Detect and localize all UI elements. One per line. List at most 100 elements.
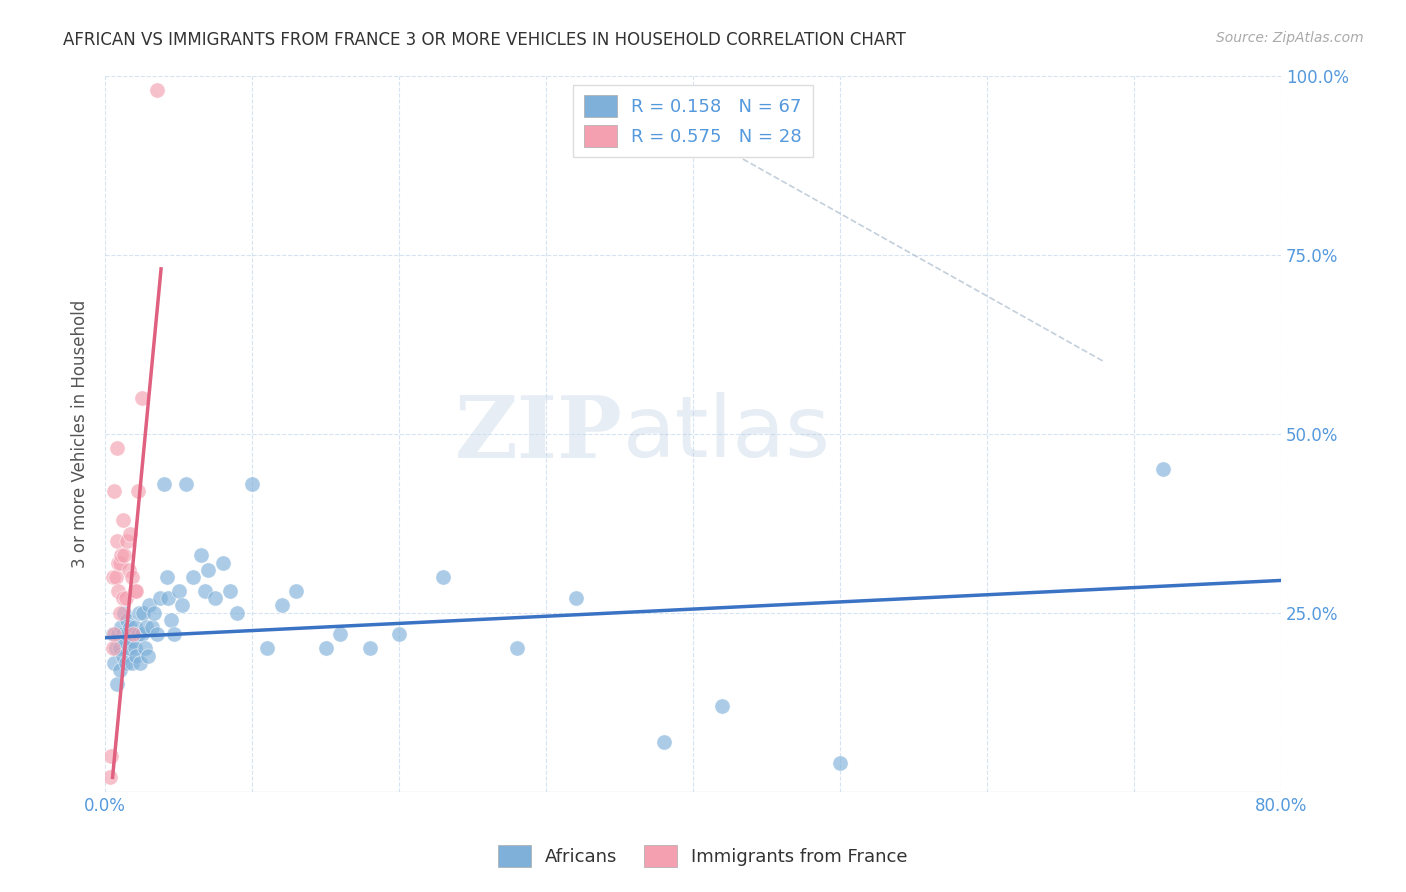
Point: [149, 591, 172, 606]
Y-axis label: 3 or more Vehicles in Household: 3 or more Vehicles in Household: [72, 300, 89, 567]
Point: [174, 476, 197, 491]
Point: [211, 556, 233, 570]
Point: [194, 584, 217, 599]
Point: [120, 527, 142, 541]
Point: [125, 648, 148, 663]
Point: [111, 512, 134, 526]
Point: [108, 606, 131, 620]
Point: [197, 563, 219, 577]
Point: [131, 627, 153, 641]
Point: [167, 584, 190, 599]
Point: [711, 698, 734, 713]
Point: [506, 641, 529, 656]
Point: [111, 591, 134, 606]
Point: [564, 591, 586, 606]
Point: [101, 641, 124, 656]
Point: [127, 627, 149, 641]
Point: [204, 591, 226, 606]
Point: [219, 584, 242, 599]
Point: [118, 641, 141, 656]
Point: [160, 613, 183, 627]
Point: [190, 549, 212, 563]
Point: [270, 599, 292, 613]
Point: [110, 620, 132, 634]
Point: [226, 606, 249, 620]
Point: [138, 599, 160, 613]
Point: [107, 584, 129, 599]
Point: [125, 584, 148, 599]
Point: [105, 534, 128, 549]
Point: [131, 391, 153, 405]
Point: [101, 570, 124, 584]
Point: [112, 606, 135, 620]
Point: [104, 641, 127, 656]
Point: [432, 570, 454, 584]
Point: [652, 734, 675, 748]
Point: [112, 634, 135, 648]
Point: [100, 748, 122, 763]
Point: [157, 591, 180, 606]
Legend: Africans, Immigrants from France: Africans, Immigrants from France: [491, 838, 915, 874]
Point: [128, 606, 150, 620]
Point: [121, 570, 143, 584]
Point: [315, 641, 337, 656]
Point: [103, 627, 125, 641]
Point: [122, 627, 145, 641]
Point: [105, 677, 128, 691]
Point: [135, 620, 157, 634]
Point: [145, 627, 167, 641]
Point: [117, 534, 139, 549]
Point: [388, 627, 411, 641]
Text: Source: ZipAtlas.com: Source: ZipAtlas.com: [1216, 31, 1364, 45]
Point: [183, 570, 205, 584]
Point: [111, 627, 134, 641]
Point: [98, 770, 121, 784]
Point: [121, 656, 143, 670]
Point: [134, 641, 156, 656]
Point: [136, 648, 159, 663]
Point: [124, 584, 146, 599]
Point: [118, 563, 141, 577]
Point: [142, 606, 165, 620]
Point: [101, 627, 124, 641]
Point: [120, 620, 142, 634]
Point: [103, 656, 125, 670]
Point: [141, 620, 163, 634]
Point: [103, 483, 125, 498]
Point: [170, 599, 193, 613]
Point: [108, 663, 131, 677]
Point: [127, 483, 149, 498]
Point: [1152, 462, 1174, 476]
Point: [124, 641, 146, 656]
Point: [117, 613, 139, 627]
Point: [145, 83, 167, 97]
Point: [285, 584, 308, 599]
Point: [129, 656, 152, 670]
Point: [240, 476, 263, 491]
Point: [112, 549, 135, 563]
Point: [122, 634, 145, 648]
Point: [132, 606, 155, 620]
Point: [108, 641, 131, 656]
Point: [110, 549, 132, 563]
Point: [153, 476, 176, 491]
Point: [156, 570, 179, 584]
Point: [104, 570, 127, 584]
Point: [121, 627, 143, 641]
Text: atlas: atlas: [623, 392, 831, 475]
Point: [114, 656, 136, 670]
Point: [108, 556, 131, 570]
Text: AFRICAN VS IMMIGRANTS FROM FRANCE 3 OR MORE VEHICLES IN HOUSEHOLD CORRELATION CH: AFRICAN VS IMMIGRANTS FROM FRANCE 3 OR M…: [63, 31, 905, 49]
Point: [117, 627, 139, 641]
Point: [124, 620, 146, 634]
Point: [111, 648, 134, 663]
Point: [105, 441, 128, 455]
Legend: R = 0.158   N = 67, R = 0.575   N = 28: R = 0.158 N = 67, R = 0.575 N = 28: [574, 85, 813, 158]
Point: [114, 591, 136, 606]
Point: [359, 641, 381, 656]
Point: [329, 627, 352, 641]
Point: [256, 641, 278, 656]
Text: ZIP: ZIP: [454, 392, 623, 475]
Point: [828, 756, 851, 770]
Point: [107, 556, 129, 570]
